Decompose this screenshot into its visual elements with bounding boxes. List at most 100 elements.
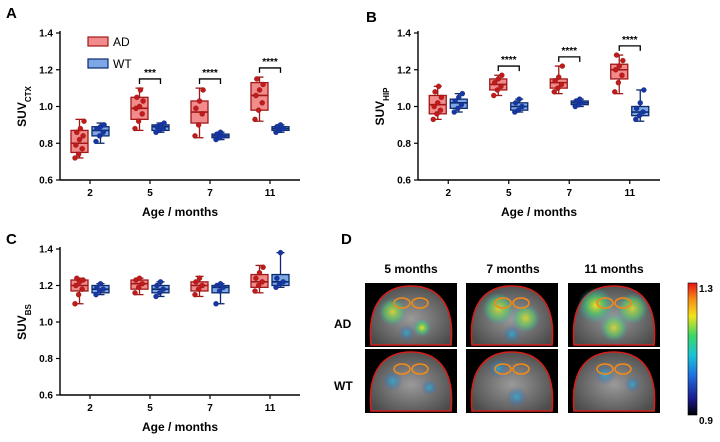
data-point-ad: [199, 111, 206, 117]
data-point-ad: [200, 87, 206, 93]
significance-bracket: [258, 67, 282, 73]
y-axis-label-subscript: CTX: [24, 85, 33, 102]
data-point-wt: [101, 122, 107, 128]
hippocampus-roi-right: [512, 363, 530, 375]
data-point-ad: [430, 116, 437, 123]
activity-hotspot: [511, 304, 540, 333]
data-point-ad: [491, 79, 498, 86]
y-tick-label: 0.6: [39, 391, 53, 402]
data-point-ad: [132, 125, 138, 132]
brain-outline: [369, 351, 453, 412]
data-point-wt: [280, 125, 287, 132]
data-point-ad: [255, 282, 262, 289]
y-tick-label: 0.6: [39, 176, 53, 187]
data-point-wt: [96, 133, 103, 139]
data-point-wt: [455, 105, 461, 112]
data-point-ad: [432, 88, 438, 95]
row-label-wt: WT: [334, 379, 353, 393]
column-title-7-months: 7 months: [486, 262, 540, 276]
data-point-wt: [452, 98, 458, 104]
activity-hotspot: [616, 292, 649, 325]
significance-label: ****: [622, 35, 638, 46]
activity-hotspot: [600, 313, 628, 342]
data-point-ad: [255, 107, 262, 114]
data-point-ad: [73, 275, 80, 282]
y-tick-label: 1.4: [39, 29, 53, 40]
data-point-wt: [636, 112, 643, 119]
row-label-ad: AD: [334, 317, 352, 331]
data-point-ad: [137, 87, 144, 93]
activity-hotspot: [577, 287, 614, 324]
y-tick-label: 1.0: [39, 102, 53, 113]
data-point-ad: [192, 291, 198, 298]
data-point-ad: [559, 63, 566, 69]
data-point-ad: [434, 99, 441, 106]
y-tick-label: 0.6: [397, 176, 411, 187]
data-point-wt: [637, 99, 644, 106]
activity-hotspot: [421, 379, 438, 396]
data-point-wt: [640, 109, 646, 115]
data-point-ad: [611, 88, 618, 95]
legend-swatch-ad: [87, 36, 109, 47]
y-tick-label: 1.2: [39, 65, 53, 76]
panel-label-c: C: [6, 231, 17, 248]
data-point-wt: [160, 125, 167, 132]
data-point-ad: [75, 151, 82, 158]
y-tick-label: 1.4: [397, 29, 411, 40]
data-point-wt: [93, 291, 99, 298]
data-point-ad: [73, 129, 80, 136]
legend-label-ad: AD: [113, 35, 130, 49]
data-point-ad: [252, 288, 258, 294]
data-point-ad: [499, 72, 505, 79]
x-axis-label: Age / months: [501, 205, 577, 219]
data-point-ad: [498, 83, 504, 90]
data-point-wt: [277, 122, 284, 128]
data-point-wt: [100, 286, 107, 292]
data-point-wt: [217, 129, 224, 136]
data-point-wt: [519, 103, 525, 110]
data-point-ad: [256, 269, 263, 276]
hippocampus-roi-left: [596, 363, 614, 375]
data-point-ad: [132, 289, 138, 296]
data-point-ad: [199, 282, 206, 289]
y-tick-label: 1.0: [397, 102, 411, 113]
hippocampus-roi-right: [614, 363, 632, 375]
data-point-wt: [633, 105, 640, 112]
data-point-ad: [260, 81, 266, 88]
data-point-ad: [490, 92, 497, 99]
data-point-ad: [139, 280, 146, 287]
data-point-ad: [193, 279, 199, 285]
x-tick-label: 5: [147, 188, 153, 199]
activity-hotspot: [503, 325, 521, 344]
data-point-ad: [620, 57, 626, 64]
colorbar: [687, 282, 698, 416]
data-point-ad: [434, 111, 440, 117]
data-point-ad: [135, 284, 142, 291]
y-tick-label: 0.8: [39, 354, 53, 365]
data-point-ad: [195, 122, 202, 128]
brain-image-panel: 5 months 7 months 11 months AD WT 1.3 0.…: [334, 262, 713, 427]
data-point-ad: [192, 133, 198, 139]
data-point-ad: [73, 282, 79, 289]
data-point-ad: [555, 74, 562, 80]
data-point-wt: [459, 90, 466, 97]
significance-label: ***: [144, 68, 156, 79]
significance-label: ****: [561, 46, 577, 57]
data-point-ad: [431, 103, 437, 110]
activity-hotspot: [488, 358, 509, 379]
pet-image-ad-11-months: [568, 283, 660, 347]
y-tick-label: 1.4: [39, 245, 53, 256]
x-axis-label: Age / months: [142, 205, 218, 219]
x-tick-label: 7: [207, 403, 213, 414]
data-point-wt: [161, 120, 167, 126]
significance-bracket: [138, 78, 162, 84]
activity-hotspot: [482, 292, 515, 325]
y-tick-label: 1.2: [397, 65, 411, 76]
data-point-ad: [438, 94, 445, 101]
data-point-wt: [515, 107, 522, 114]
data-point-ad: [72, 155, 78, 161]
significance-bracket: [618, 45, 641, 51]
pet-image-wt-11-months: [568, 349, 660, 413]
x-tick-label: 11: [265, 403, 276, 414]
